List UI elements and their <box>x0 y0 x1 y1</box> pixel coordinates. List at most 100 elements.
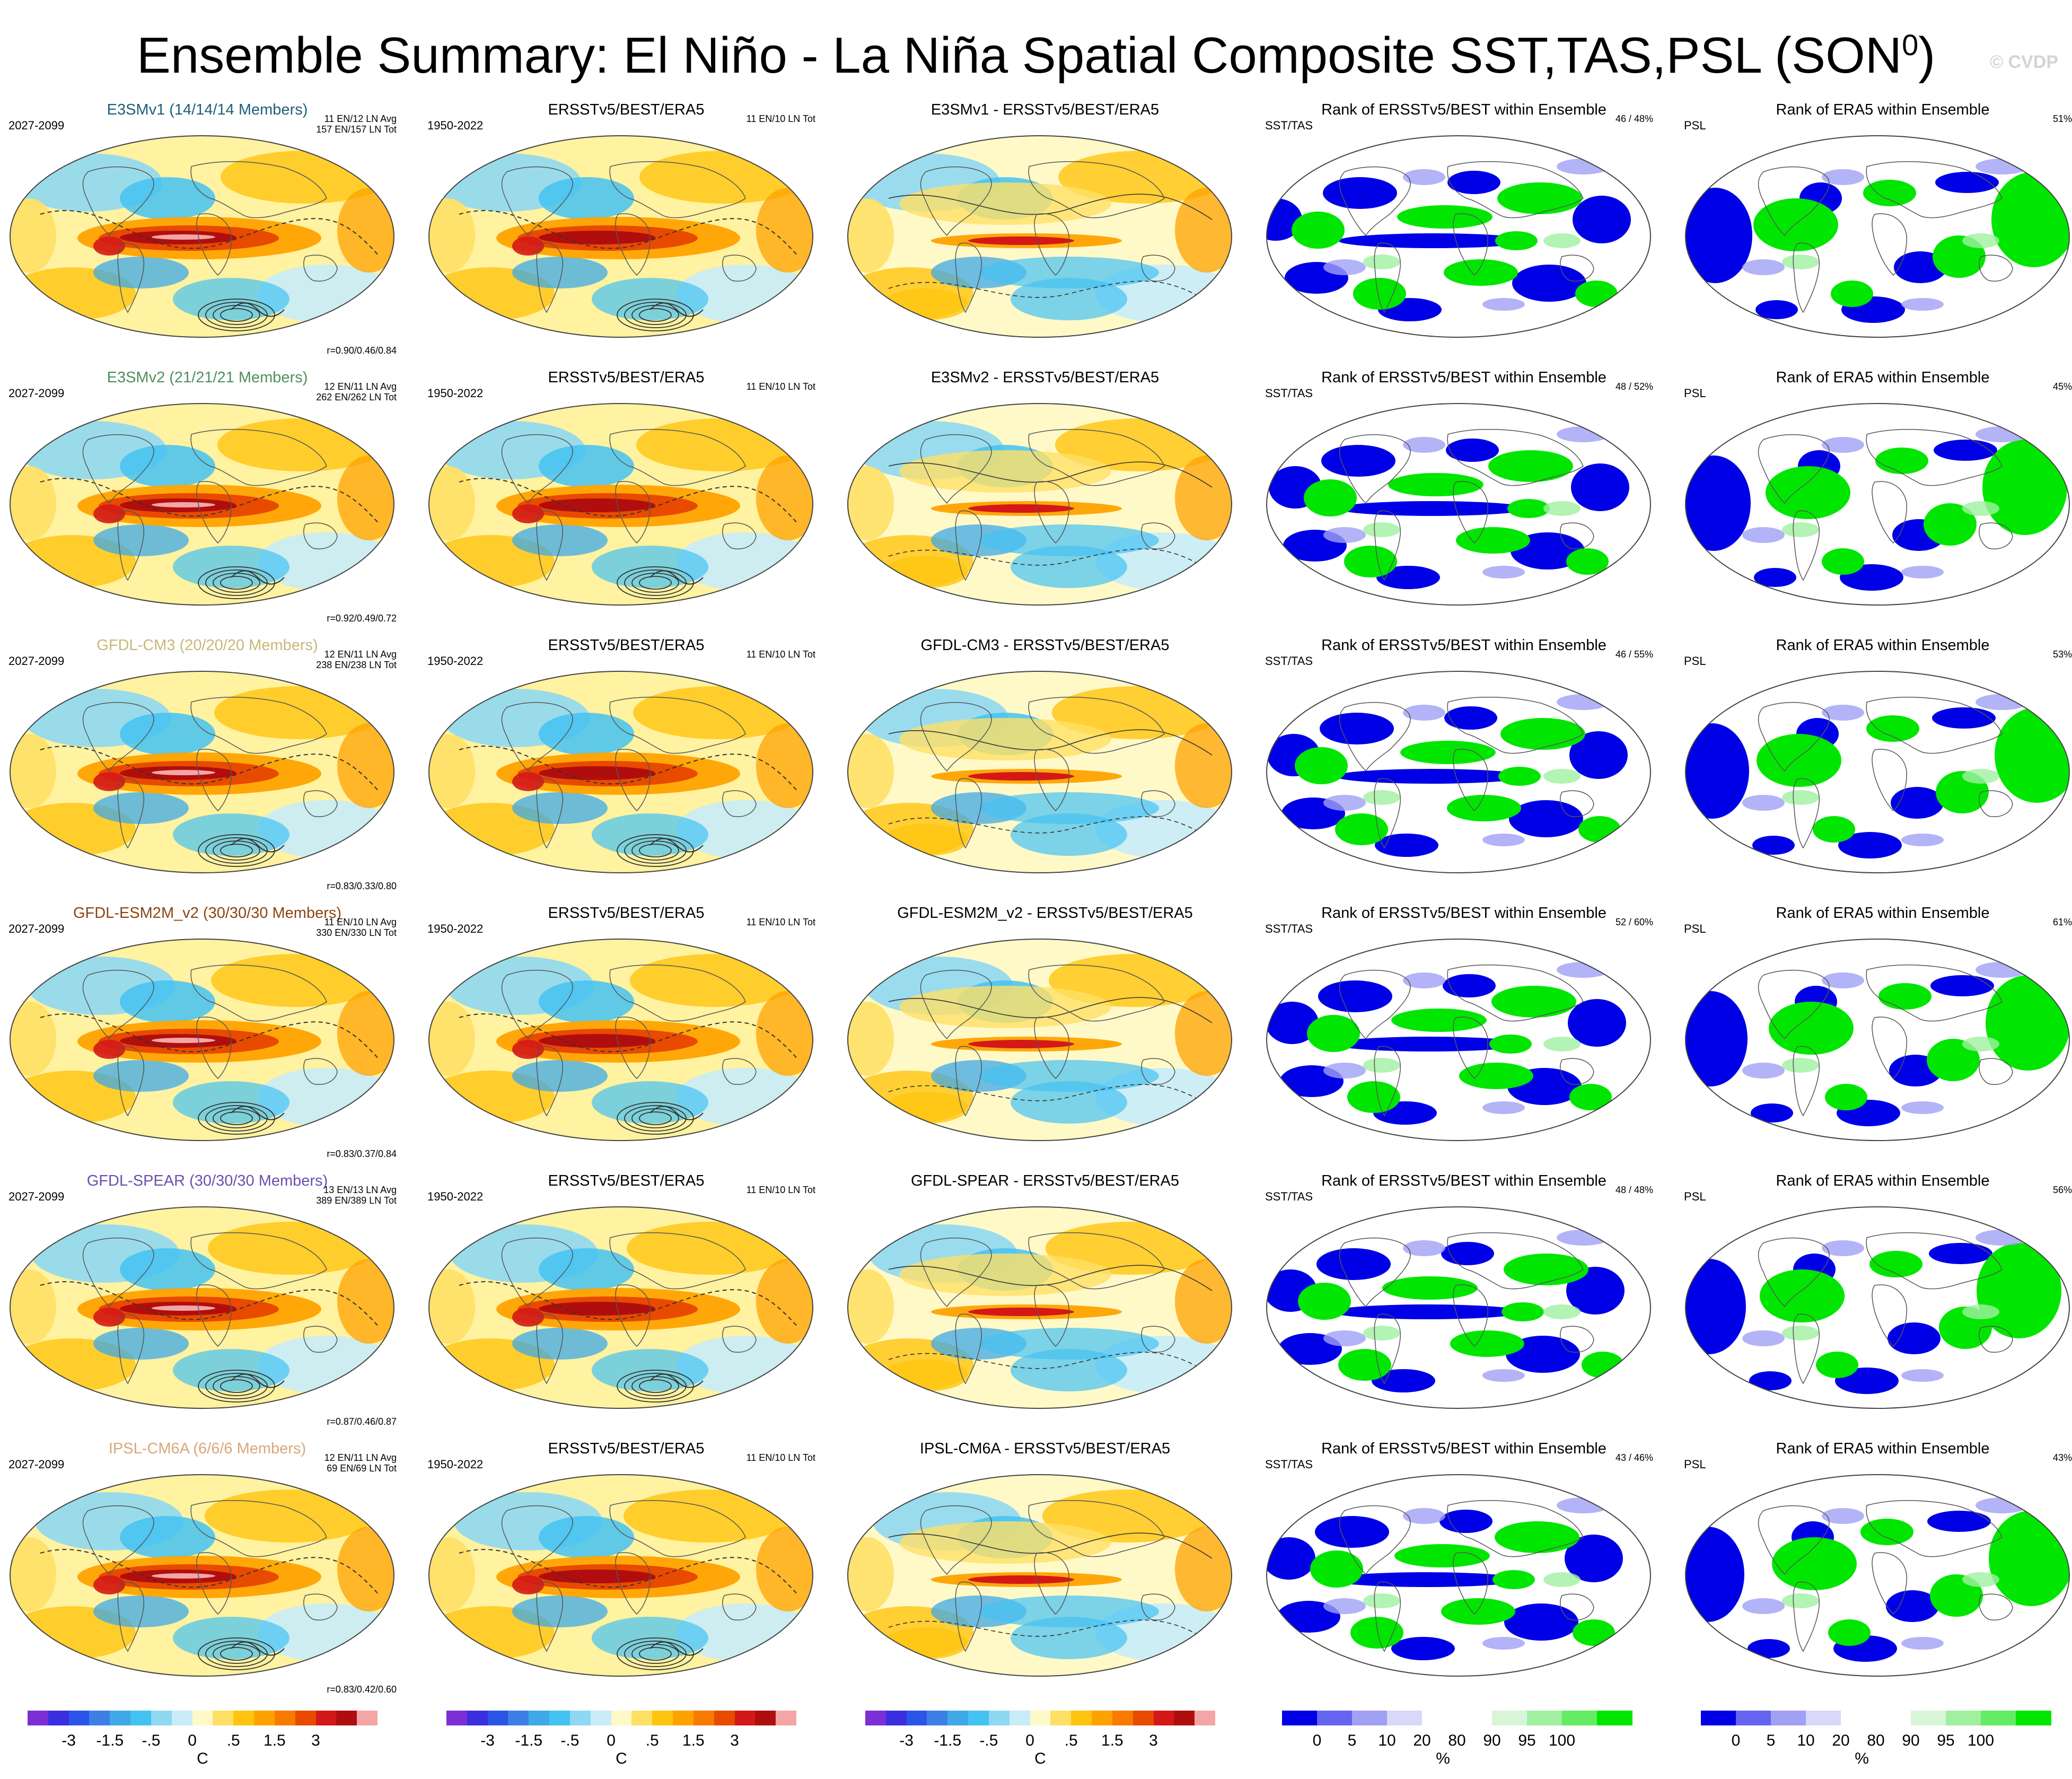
colorbar-tick-label: 0 <box>1025 1732 1034 1749</box>
colorbar-swatch <box>467 1711 488 1725</box>
panel-title: ERSSTv5/BEST/ERA5 <box>548 369 705 386</box>
event-counts: 12 EN/11 LN Avg 69 EN/69 LN Tot <box>324 1452 397 1474</box>
rank-percent: 53% <box>2052 649 2072 660</box>
rank-percent: 48 / 52% <box>1615 381 1653 392</box>
composite-map <box>10 1206 394 1409</box>
variable-label: SST/TAS <box>1265 387 1313 400</box>
colorbar-tick-label: 80 <box>1867 1732 1885 1749</box>
panel-title: IPSL-CM6A (6/6/6 Members) <box>108 1440 306 1457</box>
colorbar-swatch <box>1981 1711 2016 1725</box>
map-panel-diff: GFDL-CM3 - ERSSTv5/BEST/ERA5 <box>838 636 1252 904</box>
colorbar-swatch <box>1352 1711 1388 1725</box>
colorbar-tick-label: -3 <box>480 1732 495 1749</box>
colorbar-tick-label: 0 <box>1312 1732 1322 1749</box>
map-panel-rank2: Rank of ERA5 within Ensemble PSL 45% <box>1675 369 2072 636</box>
event-total-line: 157 EN/157 LN Tot <box>316 124 397 135</box>
year-range: 2027-2099 <box>8 654 65 668</box>
colorbar-swatch <box>192 1711 213 1725</box>
event-counts: 11 EN/12 LN Avg 157 EN/157 LN Tot <box>316 113 397 135</box>
colorbar-swatch <box>631 1711 653 1725</box>
colorbar-swatch <box>1736 1711 1771 1725</box>
map-panel-ens: E3SMv1 (14/14/14 Members) 2027-2099 11 EN/… <box>0 101 415 369</box>
colorbar-swatch <box>68 1711 90 1725</box>
map-panel-rank1: Rank of ERSSTv5/BEST within Ensemble SST/… <box>1257 369 1671 636</box>
event-count-line: 11 EN/10 LN Tot <box>746 649 815 660</box>
composite-map <box>428 403 813 606</box>
colorbar-tick-label: -.5 <box>560 1732 580 1749</box>
colorbar-swatch <box>1492 1711 1527 1725</box>
event-count-line: 11 EN/10 LN Tot <box>746 1185 815 1195</box>
colorbar-swatch <box>693 1711 715 1725</box>
colorbar-tick-label: 1.5 <box>1101 1732 1123 1749</box>
year-range: 1950-2022 <box>427 387 484 400</box>
panel-title: Rank of ERA5 within Ensemble <box>1776 1172 1990 1189</box>
colorbar-swatch <box>947 1711 969 1725</box>
colorbar-swatch <box>569 1711 591 1725</box>
colorbar-tick-label: 5 <box>1347 1732 1357 1749</box>
rank-map <box>1266 1474 1651 1677</box>
map-panel-rank2: Rank of ERA5 within Ensemble PSL 61% <box>1675 904 2072 1172</box>
colorbar-tick-label: -1.5 <box>515 1732 543 1749</box>
colorbar-swatch <box>865 1711 886 1725</box>
rank-percent: 51% <box>2052 113 2072 124</box>
colorbar-swatch <box>315 1711 337 1725</box>
panel-title: ERSSTv5/BEST/ERA5 <box>548 637 705 654</box>
rank-map <box>1685 1474 2070 1677</box>
colorbar-swatch <box>968 1711 989 1725</box>
panel-title: Rank of ERA5 within Ensemble <box>1776 369 1990 386</box>
panel-title: Rank of ERSSTv5/BEST within Ensemble <box>1321 1440 1606 1457</box>
map-panel-diff: GFDL-SPEAR - ERSSTv5/BEST/ERA5 <box>838 1172 1252 1440</box>
colorbar-tick-label: 3 <box>311 1732 320 1749</box>
colorbar-swatch <box>1457 1711 1492 1725</box>
colorbar-unit: C <box>616 1750 627 1767</box>
rank-percent: 43 / 46% <box>1615 1452 1653 1463</box>
rank-map <box>1266 671 1651 873</box>
variable-label: SST/TAS <box>1265 119 1313 132</box>
colorbar-swatch <box>171 1711 193 1725</box>
map-panel-diff: E3SMv2 - ERSSTv5/BEST/ERA5 <box>838 369 1252 636</box>
year-range: 1950-2022 <box>427 922 484 935</box>
variable-label: PSL <box>1684 654 1706 668</box>
composite-map <box>10 671 394 873</box>
panel-title: GFDL-ESM2M_v2 (30/30/30 Members) <box>73 905 342 922</box>
colorbar-tick-label: 5 <box>1766 1732 1776 1749</box>
rank-map <box>1685 671 2070 873</box>
year-range: 1950-2022 <box>427 1458 484 1471</box>
variable-label: SST/TAS <box>1265 922 1313 935</box>
colorbar-tick-label: .5 <box>645 1732 659 1749</box>
colorbar-swatch <box>1132 1711 1154 1725</box>
panel-title: Rank of ERSSTv5/BEST within Ensemble <box>1321 101 1606 118</box>
colorbar-swatch <box>89 1711 110 1725</box>
map-panel-rank1: Rank of ERSSTv5/BEST within Ensemble SST/… <box>1257 101 1671 369</box>
composite-map <box>10 135 394 338</box>
colorbar-swatch <box>1009 1711 1031 1725</box>
event-count-line: 12 EN/11 LN Avg <box>324 1452 397 1463</box>
map-panel-obs: ERSSTv5/BEST/ERA5 1950-2022 11 EN/10 LN To… <box>419 904 833 1172</box>
colorbar-swatch <box>1387 1711 1423 1725</box>
colorbar-tick-label: 95 <box>1518 1732 1536 1749</box>
colorbar-tick-label: 0 <box>1731 1732 1741 1749</box>
variable-label: PSL <box>1684 1190 1706 1203</box>
colorbar-tick-label: .5 <box>1064 1732 1078 1749</box>
colorbar-swatch <box>1195 1711 1216 1725</box>
map-panel-obs: ERSSTv5/BEST/ERA5 1950-2022 11 EN/10 LN To… <box>419 1440 833 1707</box>
colorbar-swatch <box>652 1711 673 1725</box>
composite-map <box>10 1474 394 1677</box>
event-count-line: 11 EN/10 LN Tot <box>746 917 815 927</box>
rank-map <box>1685 403 2070 606</box>
colorbar-swatch <box>357 1711 378 1725</box>
variable-label: SST/TAS <box>1265 1190 1313 1203</box>
map-panel-rank2: Rank of ERA5 within Ensemble PSL 51% <box>1675 101 2072 369</box>
colorbar-tick-label: 1.5 <box>264 1732 286 1749</box>
colorbar-tick-label: 3 <box>730 1732 739 1749</box>
panel-title: E3SMv2 (21/21/21 Members) <box>107 369 308 386</box>
rank-percent: 46 / 48% <box>1615 113 1653 124</box>
map-panel-rank2: Rank of ERA5 within Ensemble PSL 53% <box>1675 636 2072 904</box>
panel-title: Rank of ERSSTv5/BEST within Ensemble <box>1321 369 1606 386</box>
panel-title: Rank of ERA5 within Ensemble <box>1776 1440 1990 1457</box>
rank-percent: 46 / 55% <box>1615 649 1653 660</box>
colorbar-swatch <box>274 1711 296 1725</box>
colorbar-swatch <box>1282 1711 1318 1725</box>
year-range: 2027-2099 <box>8 1458 65 1471</box>
colorbar-swatch <box>1876 1711 1911 1725</box>
